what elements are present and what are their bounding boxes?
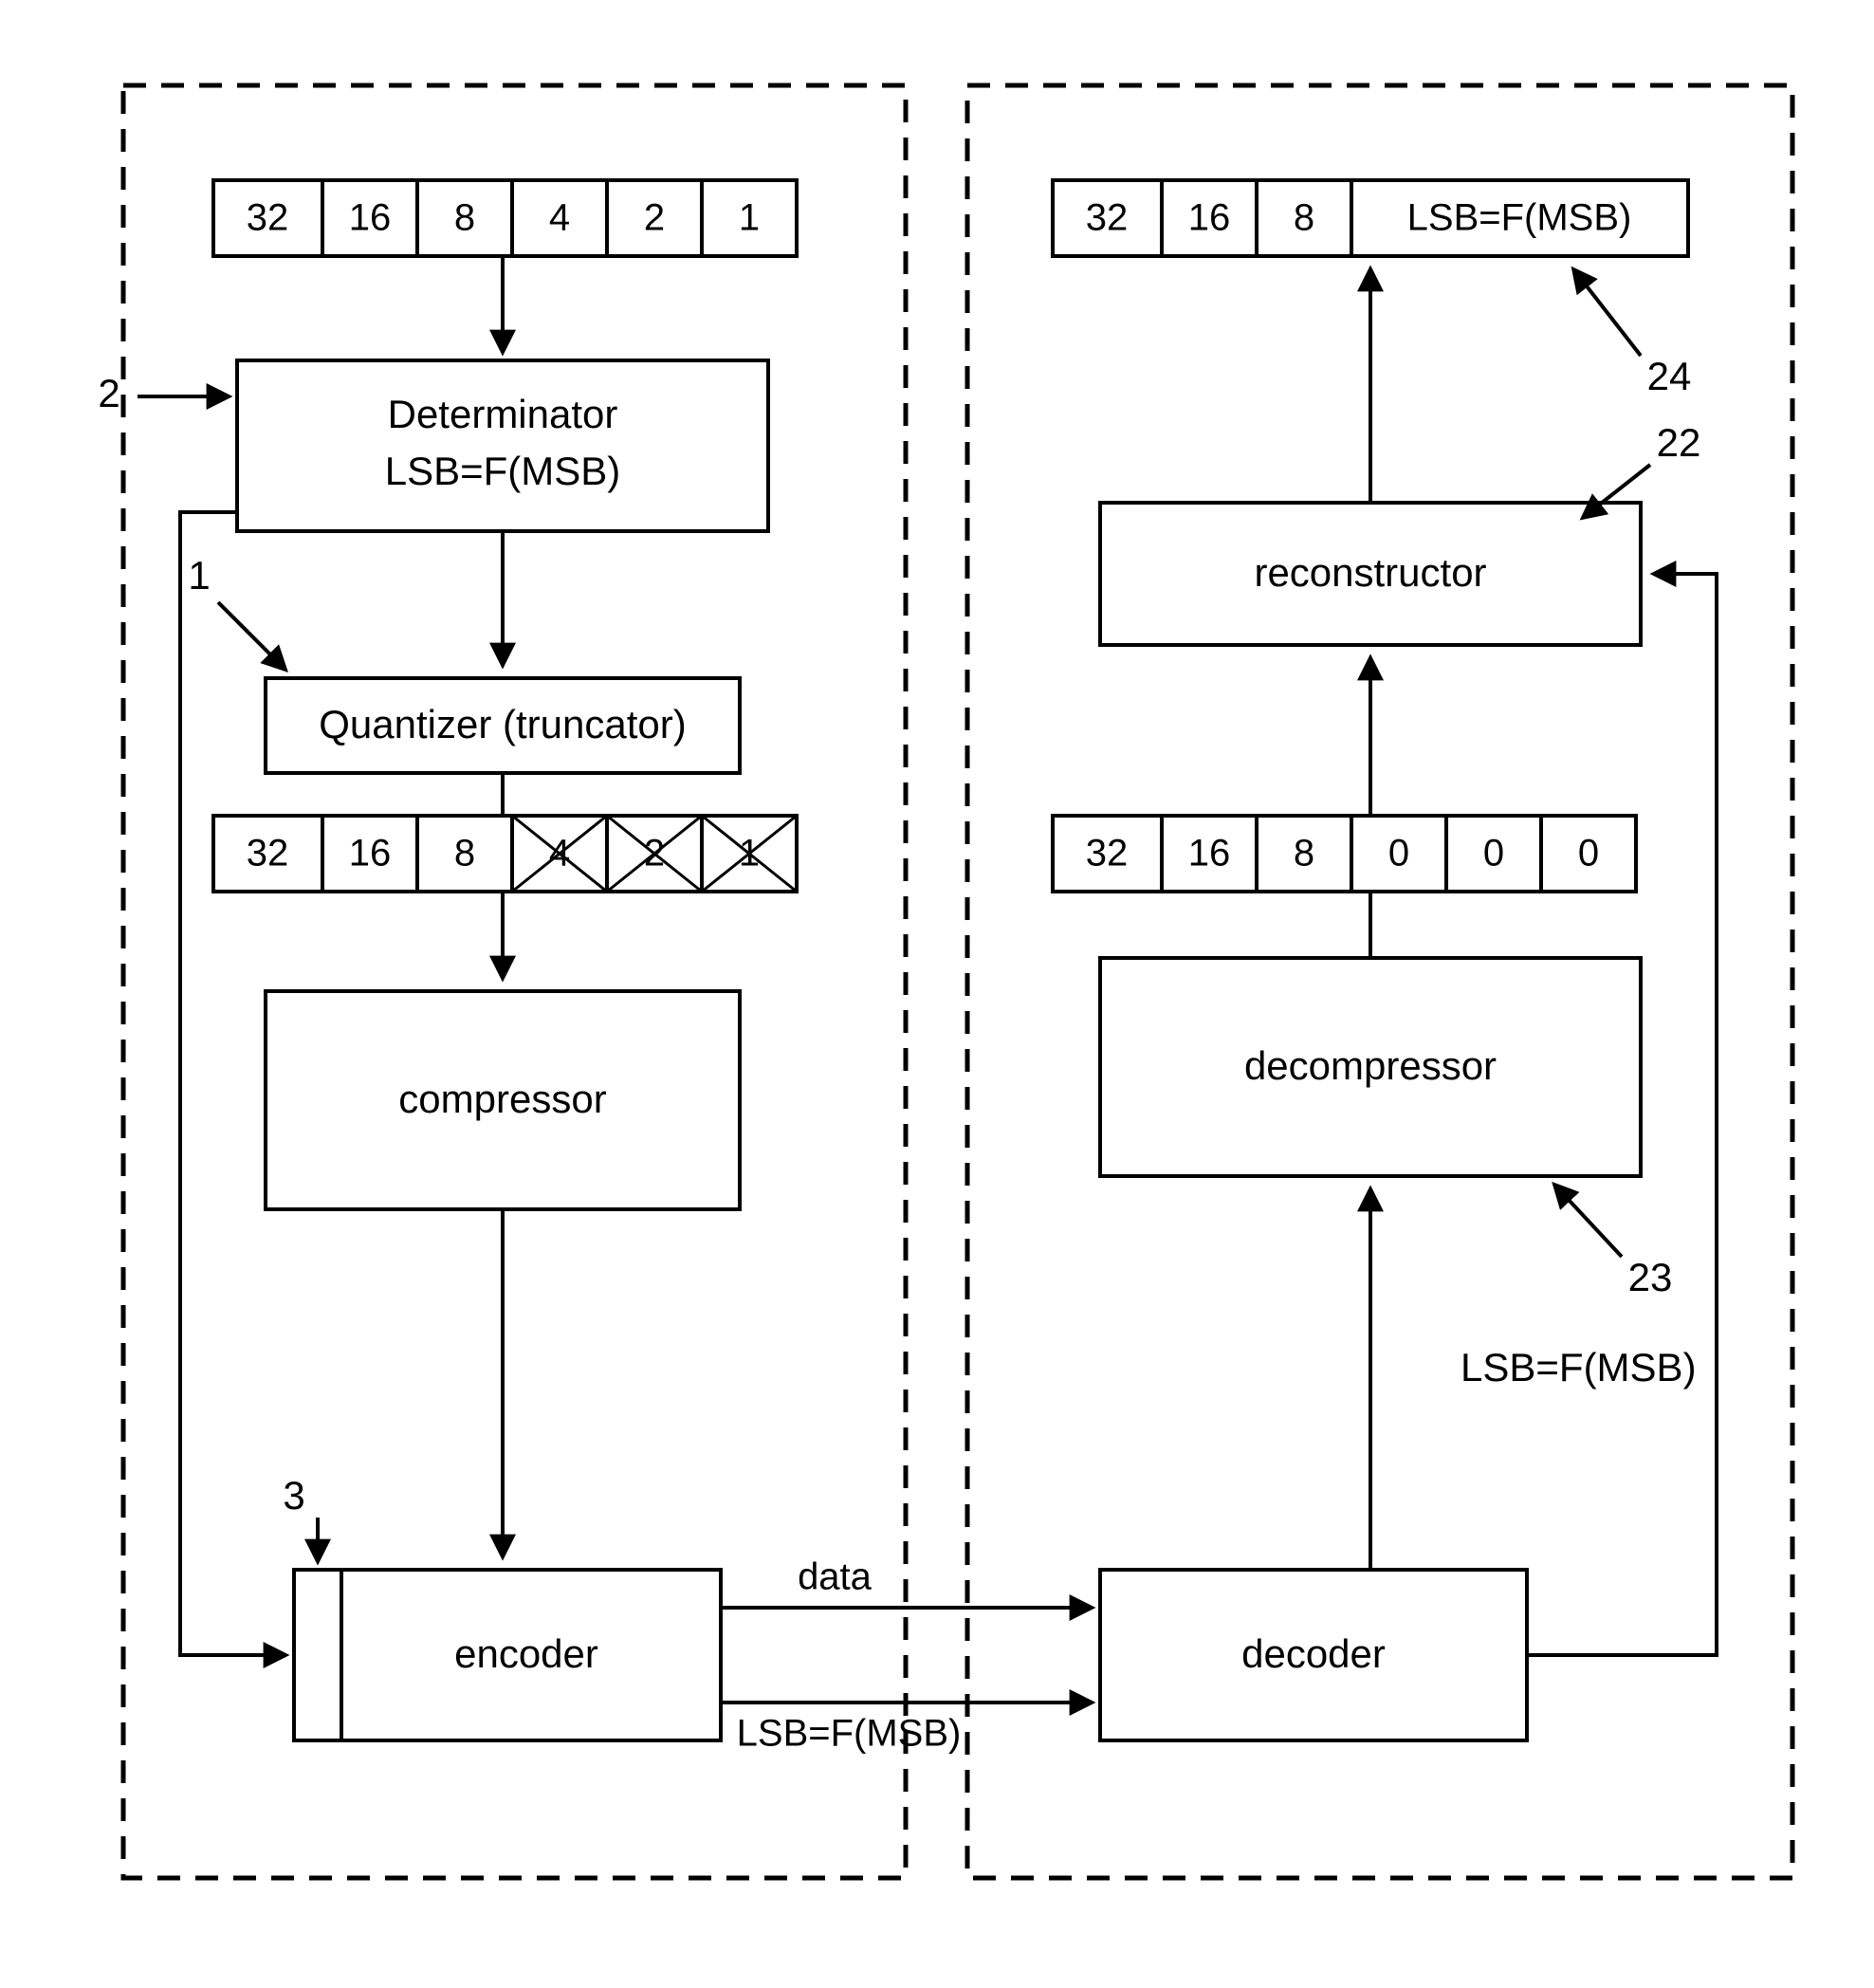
annotation-2: 2 [98, 371, 119, 415]
left-bitcells-mid: 32 16 8 4 2 1 [213, 816, 797, 892]
annotation-22: 22 [1657, 420, 1701, 465]
annotation-3: 3 [283, 1473, 304, 1518]
cell: 16 [349, 197, 392, 239]
annotation-24: 24 [1647, 354, 1692, 398]
right-bitcells-mid: 32 16 8 0 0 0 [1053, 816, 1636, 892]
cell: 16 [349, 833, 392, 874]
data-label: data [798, 1556, 873, 1598]
right-bitcells-top: 32 16 8 LSB=F(MSB) [1053, 180, 1688, 256]
encoder-label: encoder [454, 1631, 598, 1676]
cell: 1 [739, 197, 760, 239]
cell: 32 [247, 833, 289, 874]
annotation-1: 1 [188, 553, 210, 598]
arrow [1555, 1186, 1622, 1257]
cell: 4 [549, 197, 570, 239]
cell: 0 [1388, 833, 1409, 874]
determinator-box [237, 360, 768, 531]
annotation-23: 23 [1628, 1255, 1673, 1299]
cell: 32 [247, 197, 289, 239]
decoder-label: decoder [1241, 1631, 1386, 1676]
cell: 8 [1294, 833, 1314, 874]
cell: 0 [1483, 833, 1504, 874]
cell: 8 [1294, 197, 1314, 239]
left-bitcells-top: 32 16 8 4 2 1 [213, 180, 797, 256]
decompressor-label: decompressor [1244, 1043, 1497, 1088]
cell: 8 [454, 197, 475, 239]
reconstructor-label: reconstructor [1254, 550, 1486, 595]
cell: 16 [1188, 197, 1231, 239]
diagram-svg: 32 16 8 4 2 1 Determinator LSB=F(MSB) 2 … [0, 0, 1874, 1988]
lsb-right-label: LSB=F(MSB) [1461, 1345, 1697, 1390]
cell: 8 [454, 833, 475, 874]
arrow [1574, 270, 1641, 356]
cell: 0 [1578, 833, 1599, 874]
cell: 16 [1188, 833, 1231, 874]
cell: 32 [1086, 197, 1129, 239]
lsb-label: LSB=F(MSB) [737, 1713, 962, 1755]
determinator-label-2: LSB=F(MSB) [385, 449, 621, 493]
arrow [218, 602, 285, 669]
cell: 2 [644, 197, 665, 239]
quantizer-label: Quantizer (truncator) [319, 702, 686, 746]
cell: 32 [1086, 833, 1129, 874]
determinator-label-1: Determinator [388, 392, 618, 436]
compressor-label: compressor [398, 1077, 606, 1121]
cell: LSB=F(MSB) [1407, 197, 1632, 239]
